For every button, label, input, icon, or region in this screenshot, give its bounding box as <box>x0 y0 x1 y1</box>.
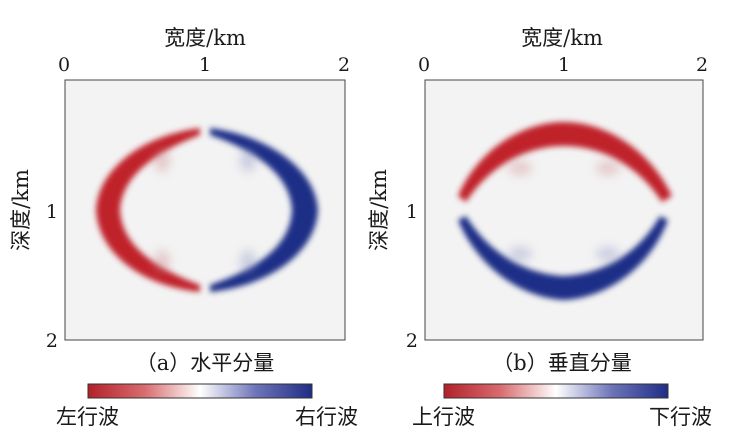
panel-a-caption: （a）水平分量 <box>136 351 275 375</box>
panel-a-left-wave <box>96 128 200 292</box>
panel-b-ytick-1: 1 <box>406 201 418 223</box>
panel-a-xlabel: 宽度/km <box>164 26 246 50</box>
panel-a-colorbar <box>87 383 313 399</box>
panel-a-colorbar-left-label: 左行波 <box>56 405 119 429</box>
panel-a-ylabel: 深度/km <box>9 169 33 251</box>
panel-b-plot-area <box>424 79 704 341</box>
panel-b-wavefront <box>458 122 672 300</box>
panel-b-xtick-1: 1 <box>558 54 570 76</box>
panel-a-xtick-2: 2 <box>338 54 350 76</box>
panel-b-colorbar <box>443 383 669 399</box>
panel-a-right-wave <box>210 128 318 292</box>
panel-a-faint-artifacts <box>154 148 256 274</box>
panel-a-xtick-1: 1 <box>199 54 211 76</box>
panel-b-caption: （b）垂直分量 <box>492 351 631 375</box>
panel-b-down-wave <box>458 216 668 300</box>
panel-b-ytick-2: 2 <box>406 330 418 352</box>
panel-b-up-wave <box>458 122 672 202</box>
panel-b-ylabel: 深度/km <box>367 169 391 251</box>
panel-b-faint-artifacts <box>508 161 620 261</box>
panel-b: 宽度/km 0 1 2 深度/km 1 2 （b）垂直分量 上行波 下行波 <box>367 26 712 429</box>
panel-b-colorbar-right-label: 下行波 <box>649 405 712 429</box>
panel-b-colorbar-left-label: 上行波 <box>412 405 475 429</box>
panel-a-wavefront <box>96 128 318 292</box>
panel-b-xtick-2: 2 <box>696 54 708 76</box>
panel-a: 宽度/km 0 1 2 深度/km 1 2 （a）水平分量 左行波 右行波 <box>9 26 358 429</box>
panel-b-xtick-0: 0 <box>418 54 430 76</box>
panel-a-colorbar-right-label: 右行波 <box>295 405 358 429</box>
panel-a-ytick-1: 1 <box>46 201 58 223</box>
panel-a-xtick-0: 0 <box>58 54 70 76</box>
panel-b-xlabel: 宽度/km <box>521 26 603 50</box>
panel-a-ytick-2: 2 <box>46 330 58 352</box>
